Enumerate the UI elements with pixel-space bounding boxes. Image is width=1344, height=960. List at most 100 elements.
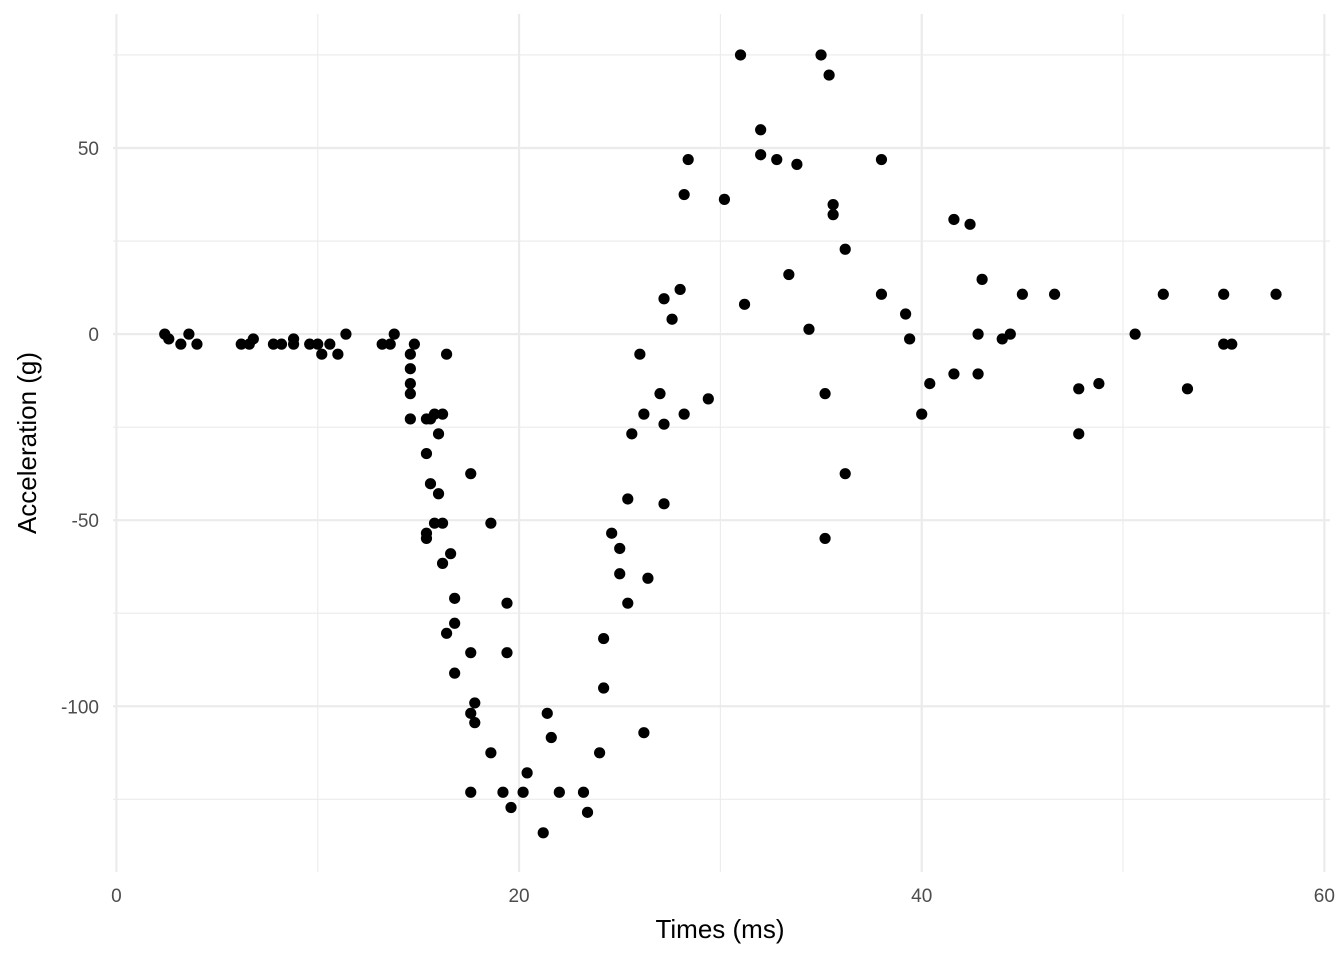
data-point — [1218, 288, 1230, 300]
data-point — [521, 767, 533, 779]
data-point — [819, 388, 831, 400]
data-point — [875, 153, 888, 166]
x-tick-label: 0 — [111, 886, 122, 907]
data-point — [904, 333, 916, 345]
data-point — [827, 209, 839, 221]
data-point — [638, 408, 650, 420]
data-point — [718, 193, 731, 205]
data-point — [577, 786, 590, 798]
data-point — [755, 124, 767, 136]
data-point — [408, 338, 420, 350]
data-point — [654, 388, 666, 400]
data-point — [1093, 378, 1105, 390]
data-point — [404, 388, 416, 400]
y-tick-label: 50 — [78, 139, 99, 160]
data-point — [485, 747, 497, 759]
data-point — [537, 827, 549, 839]
data-point — [485, 517, 497, 529]
data-point — [497, 786, 509, 798]
y-axis-title: Acceleration (g) — [12, 352, 42, 534]
data-point — [541, 707, 553, 719]
data-point — [702, 393, 714, 405]
data-point — [304, 338, 316, 350]
data-point — [972, 328, 984, 340]
data-point — [1073, 428, 1085, 440]
y-tick-label: 0 — [88, 325, 99, 346]
data-point — [678, 408, 690, 420]
data-point — [1226, 338, 1238, 350]
data-point — [235, 338, 247, 350]
data-point — [436, 517, 449, 529]
data-point — [827, 198, 839, 211]
x-tick-label: 60 — [1314, 886, 1335, 907]
data-point — [469, 717, 481, 729]
y-tick-label: -100 — [61, 697, 99, 718]
data-point — [175, 338, 187, 350]
data-point — [875, 288, 888, 300]
data-point — [316, 348, 328, 360]
data-point — [420, 532, 433, 545]
data-point — [678, 188, 690, 201]
data-point — [445, 548, 457, 560]
data-point — [1157, 288, 1169, 300]
data-point — [593, 747, 606, 759]
data-point — [738, 298, 751, 310]
minor-gridlines — [113, 14, 1330, 872]
data-point — [581, 806, 594, 818]
data-point — [634, 348, 646, 360]
x-axis-tick-labels: 0 20 40 60 — [111, 886, 1335, 907]
data-point — [900, 308, 912, 320]
data-point — [376, 338, 388, 350]
data-point — [436, 408, 449, 420]
data-point — [819, 532, 831, 545]
data-point — [428, 517, 441, 529]
data-point — [340, 328, 352, 340]
data-point — [332, 348, 344, 360]
data-point — [658, 498, 670, 510]
data-point — [436, 557, 449, 569]
data-point — [598, 682, 610, 694]
data-point — [404, 348, 416, 360]
data-point — [658, 293, 670, 305]
data-point — [440, 627, 453, 639]
data-point — [839, 468, 851, 480]
data-point — [449, 592, 461, 604]
data-point — [815, 49, 827, 61]
data-point — [424, 478, 437, 490]
data-point — [287, 338, 300, 350]
data-point — [275, 338, 288, 350]
data-point — [404, 378, 416, 390]
data-point — [505, 801, 517, 814]
data-point — [404, 413, 416, 425]
data-point — [606, 527, 618, 539]
data-point — [517, 786, 529, 798]
x-tick-label: 40 — [911, 886, 932, 907]
major-gridlines — [113, 14, 1330, 872]
y-tick-label: -50 — [72, 511, 99, 532]
data-point — [972, 368, 984, 380]
data-point — [420, 447, 433, 460]
data-point — [404, 363, 416, 375]
data-point — [666, 313, 678, 325]
data-point — [465, 786, 477, 798]
data-point — [614, 568, 626, 580]
data-point — [638, 727, 650, 739]
data-point — [1270, 288, 1282, 300]
data-point — [432, 428, 445, 440]
data-point — [163, 333, 175, 345]
data-point — [469, 697, 481, 709]
data-point — [191, 338, 203, 350]
data-point — [1004, 328, 1016, 340]
data-point — [312, 338, 324, 350]
data-point — [1129, 328, 1141, 340]
data-point — [734, 49, 747, 61]
data-point — [803, 323, 815, 335]
data-point — [440, 348, 453, 360]
data-point — [626, 428, 638, 440]
data-point — [428, 408, 441, 420]
data-point — [783, 268, 795, 281]
plot-panel — [113, 14, 1330, 872]
data-point — [976, 273, 988, 285]
data-point — [622, 597, 634, 609]
data-point — [755, 149, 767, 161]
